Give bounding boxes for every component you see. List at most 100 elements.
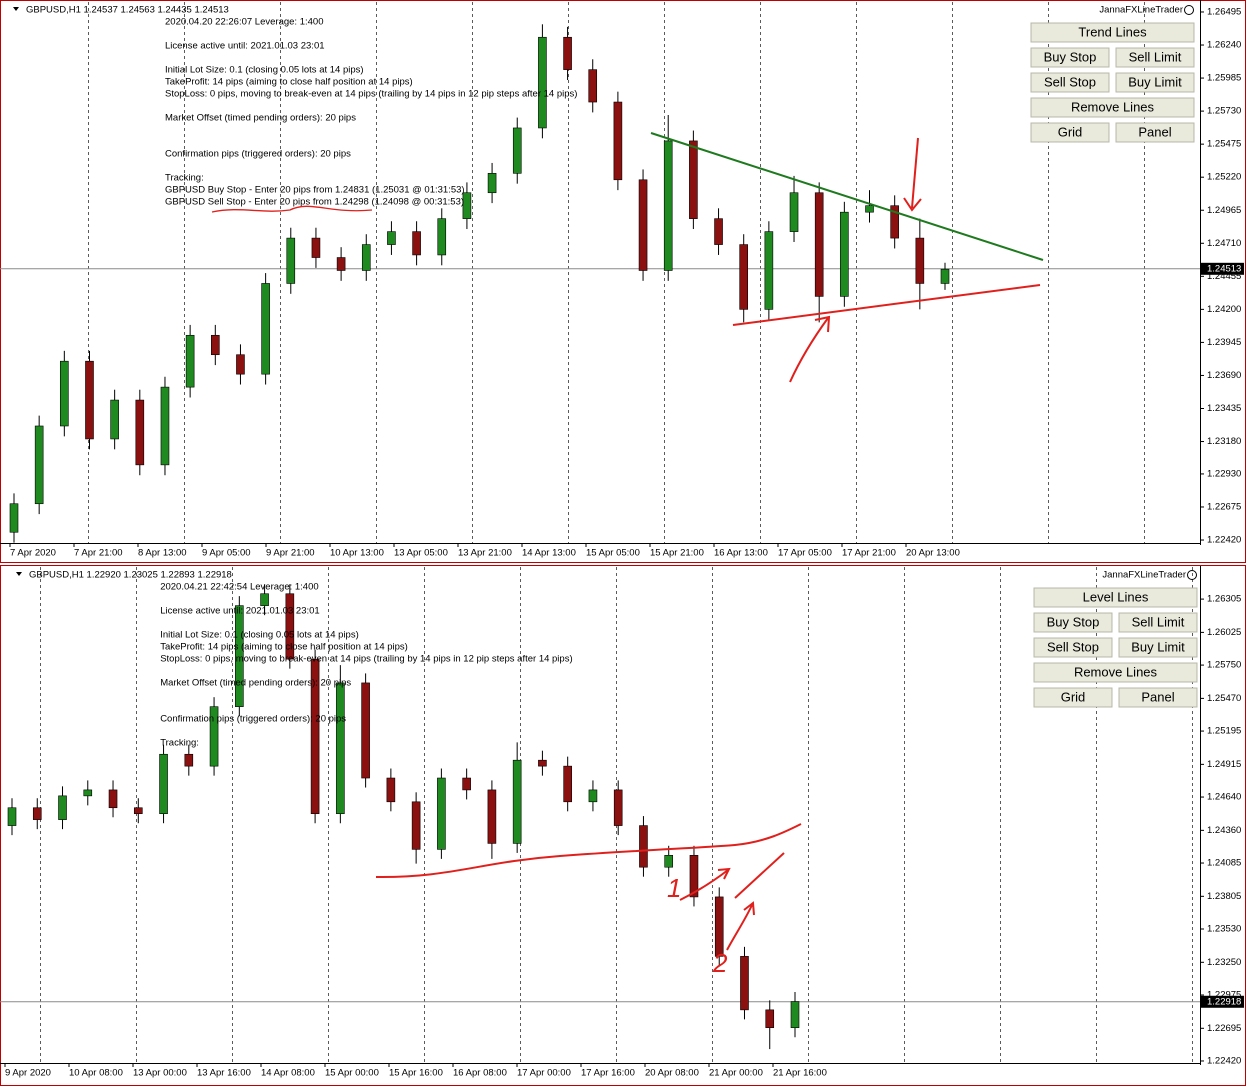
candle-body <box>108 789 118 809</box>
x-tick-label: 13 Apr 21:00 <box>458 548 512 559</box>
candle-body <box>663 140 673 271</box>
y-tick-label: 1.22420 <box>1207 1055 1241 1066</box>
top-window <box>0 0 1246 563</box>
candle-body <box>386 777 396 803</box>
candle-body <box>261 283 270 375</box>
x-tick-label: 13 Apr 16:00 <box>197 1068 251 1079</box>
y-tick-label: 1.24915 <box>1207 759 1241 770</box>
y-tick-label: 1.24710 <box>1207 238 1241 249</box>
button[interactable] <box>1033 662 1198 683</box>
info-line: StopLoss: 0 pips, moving to break-even a… <box>160 654 572 665</box>
button-label[interactable]: Panel <box>1141 689 1174 704</box>
x-tick-label: 14 Apr 13:00 <box>522 548 576 559</box>
candle-body <box>538 36 547 129</box>
candle-body <box>159 753 168 814</box>
y-tick-label: 1.24200 <box>1207 304 1241 315</box>
button[interactable] <box>1033 687 1113 708</box>
button-label[interactable]: Buy Limit <box>1131 639 1185 654</box>
candle-body <box>789 192 799 232</box>
x-tick-label: 15 Apr 21:00 <box>650 548 704 559</box>
button-label[interactable]: Buy Stop <box>1047 614 1100 629</box>
button[interactable] <box>1115 72 1195 93</box>
button-label[interactable]: Level Lines <box>1083 589 1149 604</box>
button[interactable] <box>1033 587 1198 608</box>
button-label[interactable]: Sell Limit <box>1132 614 1185 629</box>
candle-body <box>34 425 44 505</box>
info-line: TakeProfit: 14 pips (aiming to close hal… <box>160 642 408 653</box>
x-tick-label: 7 Apr 2020 <box>10 548 56 559</box>
y-tick-label: 1.25220 <box>1207 172 1241 183</box>
button-label[interactable]: Grid <box>1058 124 1083 139</box>
button-label[interactable]: Sell Stop <box>1047 639 1099 654</box>
y-tick-label: 1.25470 <box>1207 693 1241 704</box>
info-line: Market Offset (timed pending orders): 20… <box>160 678 351 689</box>
y-tick-label: 1.25195 <box>1207 726 1241 737</box>
x-tick-label: 16 Apr 08:00 <box>453 1068 507 1079</box>
candle-body <box>9 503 19 533</box>
button[interactable] <box>1115 122 1195 143</box>
button[interactable] <box>1115 47 1195 68</box>
candle-body <box>411 801 421 850</box>
y-tick-label: 1.24360 <box>1207 825 1241 836</box>
expert-name: JannaFXLineTrader <box>1102 570 1186 581</box>
button-label[interactable]: Buy Stop <box>1044 49 1097 64</box>
candle-body <box>664 855 674 868</box>
info-line: Tracking: <box>160 738 199 749</box>
arrow <box>726 901 755 951</box>
candle-body <box>437 218 447 256</box>
button[interactable] <box>1033 612 1113 633</box>
candle-body <box>7 807 17 826</box>
candle-body <box>915 237 925 284</box>
candle-body <box>311 237 321 258</box>
button[interactable] <box>1118 637 1198 658</box>
last-price-label: 1.22918 <box>1207 996 1241 1007</box>
candle-body <box>638 179 648 271</box>
button[interactable] <box>1030 22 1195 43</box>
button-label[interactable]: Grid <box>1061 689 1086 704</box>
candle-body <box>512 759 522 844</box>
candle-body <box>285 593 295 660</box>
button-label[interactable]: Remove Lines <box>1074 664 1158 679</box>
chart-header: GBPUSD,H1 1.22920 1.23025 1.22893 1.2291… <box>29 570 232 581</box>
x-tick-label: 9 Apr 21:00 <box>266 548 315 559</box>
candle-body <box>387 231 396 245</box>
drawings <box>211 132 1044 951</box>
candle-body <box>60 360 69 427</box>
trend-line <box>650 132 1044 261</box>
candle-body <box>764 231 774 310</box>
button[interactable] <box>1030 72 1110 93</box>
y-tick-label: 1.25475 <box>1207 139 1241 150</box>
button[interactable] <box>1030 97 1195 118</box>
info-line: Confirmation pips (triggered orders): 20… <box>165 149 351 160</box>
x-tick-label: 15 Apr 05:00 <box>586 548 640 559</box>
y-tick-label: 1.26305 <box>1207 594 1241 605</box>
candle-body <box>83 789 93 797</box>
handwritten-label: 1 <box>667 873 681 903</box>
info-line: GBPUSD Sell Stop - Enter 20 pips from 1.… <box>165 197 464 208</box>
info-line: Confirmation pips (triggered orders): 20… <box>160 714 346 725</box>
candle-body <box>689 855 699 898</box>
x-tick-label: 13 Apr 00:00 <box>133 1068 187 1079</box>
candle-body <box>940 268 950 284</box>
button-label[interactable]: Panel <box>1138 124 1171 139</box>
candle-body <box>714 896 724 957</box>
candle-body <box>865 205 874 213</box>
button[interactable] <box>1118 612 1198 633</box>
button[interactable] <box>1030 47 1110 68</box>
button[interactable] <box>1030 122 1110 143</box>
candle-body <box>133 807 143 814</box>
button-label[interactable]: Remove Lines <box>1071 99 1155 114</box>
candle-body <box>58 795 67 820</box>
support-line <box>375 823 802 879</box>
y-tick-label: 1.24640 <box>1207 792 1241 803</box>
button-label[interactable]: Sell Stop <box>1044 74 1096 89</box>
button[interactable] <box>1033 637 1113 658</box>
candle-body <box>236 354 245 375</box>
button-label[interactable]: Sell Limit <box>1129 49 1182 64</box>
x-tick-label: 9 Apr 05:00 <box>202 548 251 559</box>
button-label[interactable]: Buy Limit <box>1128 74 1182 89</box>
y-tick-label: 1.23180 <box>1207 436 1241 447</box>
button-label[interactable]: Trend Lines <box>1078 24 1147 39</box>
button[interactable] <box>1118 687 1198 708</box>
